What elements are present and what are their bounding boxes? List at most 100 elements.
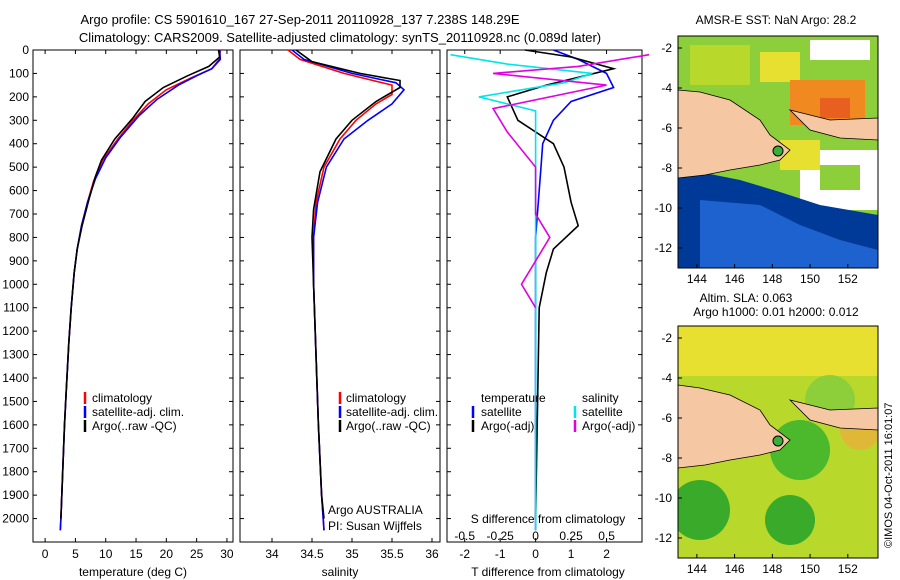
map-x-tick-label: 152 — [838, 562, 858, 576]
map-x-tick-label: 144 — [687, 272, 707, 286]
float-pi-note: PI: Susan Wijffels — [328, 519, 422, 533]
sst-patch — [690, 45, 750, 85]
sst-patch — [780, 140, 820, 170]
x-tick-label: 5 — [72, 547, 79, 561]
x-tick-label: 30 — [220, 547, 234, 561]
legend-label-s-satellite: satellite — [582, 405, 623, 419]
x-tick-label: -1 — [495, 547, 506, 561]
y-tick-label: 2000 — [2, 512, 29, 526]
temperature-xlabel: temperature (deg C) — [79, 565, 187, 579]
x-tick-label: 0 — [532, 547, 539, 561]
map-x-tick-label: 150 — [800, 272, 820, 286]
y-tick-label: 1900 — [2, 488, 29, 502]
x-tick-label: 25 — [190, 547, 204, 561]
map-x-tick-label: 146 — [725, 272, 745, 286]
float-program-note: Argo AUSTRALIA — [328, 503, 423, 517]
s-tick-label: -0.25 — [487, 529, 515, 543]
s-tick-label: 0.5 — [598, 529, 615, 543]
map-x-tick-label: 144 — [687, 562, 707, 576]
y-tick-label: 600 — [9, 184, 29, 198]
sla-patch — [678, 326, 878, 376]
y-tick-label: 1400 — [2, 371, 29, 385]
map-y-tick-label: -4 — [661, 371, 672, 385]
legend-label-t-argo: Argo(-adj) — [481, 419, 534, 433]
map-y-tick-label: -4 — [661, 81, 672, 95]
sla-low-patch — [678, 480, 730, 540]
salinity-legend: climatology satellite-adj. clim. Argo(..… — [328, 391, 438, 533]
map-x-tick-label: 150 — [800, 562, 820, 576]
figure-title-line2: Climatology: CARS2009. Satellite-adjuste… — [79, 30, 601, 45]
map-y-tick-label: -2 — [661, 41, 672, 55]
s-tick-label: -0.5 — [454, 529, 475, 543]
sst-map — [678, 36, 878, 268]
legend-heading-temperature: temperature — [481, 391, 546, 405]
salinity-chart: 34 34.5 35 35.5 36 — [240, 49, 440, 561]
map-y-tick-label: -8 — [661, 451, 672, 465]
sst-missing-patch — [810, 40, 870, 60]
y-tick-label: 1100 — [3, 301, 29, 315]
map-y-tick-label: -12 — [655, 531, 673, 545]
imos-watermark: ©IMOS 04-Oct-2011 16:01:07 — [883, 403, 895, 548]
temperature-legend: climatology satellite-adj. clim. Argo(..… — [83, 391, 184, 433]
series-line-climatology — [59, 49, 222, 531]
difference-panel — [446, 49, 643, 543]
y-tick-label: 1200 — [2, 324, 29, 338]
s-tick-label: 0.25 — [559, 529, 583, 543]
x-tick-label: 36 — [425, 547, 439, 561]
sst-map-axes: 144 146 148 150 152 -2 -4 -6 -8 -10 -12 — [655, 41, 858, 286]
sla-low-patch — [765, 495, 815, 545]
salinity-panel — [239, 49, 441, 543]
legend-label-satellite: satellite-adj. clim. — [92, 405, 184, 419]
difference-chart: -2 -1 0 1 2 -0.5 -0.25 0 0.25 0.5 — [447, 49, 650, 561]
legend-label-argo: Argo(..raw -QC) — [92, 419, 177, 433]
sst-map-title: AMSR-E SST: NaN Argo: 28.2 — [696, 13, 857, 27]
y-tick-label: 500 — [9, 160, 29, 174]
x-tick-label: -2 — [459, 547, 470, 561]
land-new-britain — [788, 109, 878, 141]
y-tick-label: 1500 — [2, 394, 29, 408]
y-tick-label: 1800 — [2, 465, 29, 479]
legend-label-satellite: satellite-adj. clim. — [346, 405, 438, 419]
series-line-temperature-satellite — [534, 49, 615, 531]
series-line-satellite-adj-clim- — [291, 49, 406, 531]
sla-map-title-line2: Argo h1000: 0.01 h2000: 0.012 — [693, 305, 859, 319]
argo-float-marker — [772, 435, 784, 447]
legend-label-climatology: climatology — [92, 391, 152, 405]
x-tick-label: 34.5 — [300, 547, 324, 561]
map-x-tick-label: 152 — [838, 272, 858, 286]
map-x-tick-label: 148 — [762, 272, 782, 286]
argo-float-marker — [772, 145, 784, 157]
sla-map-frame — [677, 325, 879, 559]
y-tick-label: 200 — [9, 90, 29, 104]
land-new-guinea — [678, 89, 791, 179]
y-tick-label: 100 — [9, 66, 29, 80]
x-tick-label: 1 — [568, 547, 575, 561]
y-tick-label: 700 — [9, 207, 29, 221]
s-tick-label: 0 — [532, 529, 539, 543]
series-line-argo-raw-qc- — [60, 49, 221, 519]
temperature-chart: 0100200300400500600700800900100011001200… — [2, 43, 234, 561]
y-tick-label: 800 — [9, 230, 29, 244]
legend-label-s-argo: Argo(-adj) — [582, 419, 635, 433]
map-y-tick-label: -6 — [661, 411, 672, 425]
map-y-tick-label: -6 — [661, 121, 672, 135]
series-line-climatology — [287, 49, 393, 531]
y-tick-label: 0 — [22, 43, 29, 57]
map-y-tick-label: -10 — [655, 491, 673, 505]
land-new-britain — [788, 399, 878, 431]
y-tick-label: 1000 — [2, 277, 29, 291]
s-difference-label: S difference from climatology — [471, 512, 626, 526]
legend-label-argo: Argo(..raw -QC) — [346, 419, 431, 433]
x-tick-label: 10 — [99, 547, 113, 561]
legend-heading-salinity: salinity — [582, 391, 619, 405]
y-tick-label: 900 — [9, 254, 29, 268]
sla-map — [678, 326, 878, 558]
series-line-salinity-argo-adj- — [491, 53, 650, 309]
sst-map-frame — [677, 35, 879, 269]
sla-map-title-line1: Altim. SLA: 0.063 — [700, 291, 793, 305]
legend-label-climatology: climatology — [346, 391, 406, 405]
map-x-tick-label: 146 — [725, 562, 745, 576]
x-tick-label: 35.5 — [380, 547, 404, 561]
temperature-panel — [32, 49, 234, 543]
